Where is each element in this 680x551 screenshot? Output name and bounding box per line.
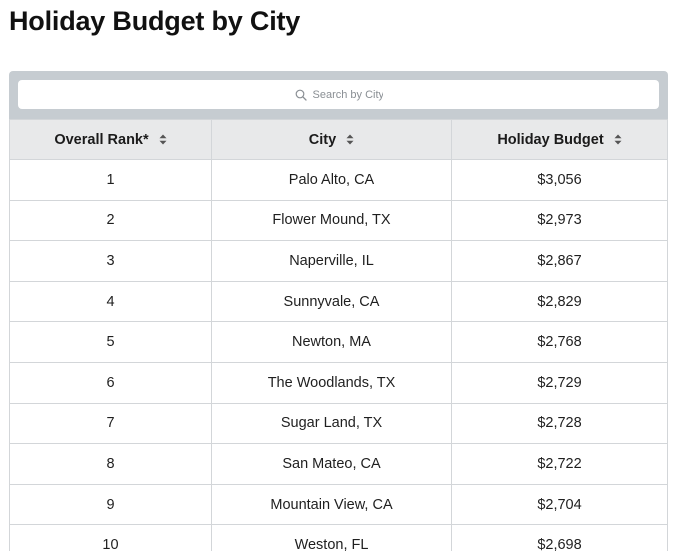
table-row: 3 Naperville, IL $2,867 <box>9 240 668 282</box>
table-row: 10 Weston, FL $2,698 <box>9 524 668 551</box>
budget-cell: $2,768 <box>451 321 668 363</box>
rank-cell: 4 <box>9 280 212 323</box>
budget-table: Overall Rank* City Holiday Budget <box>9 119 668 551</box>
city-cell: Sugar Land, TX <box>211 402 452 445</box>
search-input[interactable] <box>312 88 383 101</box>
rank-cell: 9 <box>9 483 212 526</box>
column-header-rank[interactable]: Overall Rank* <box>9 119 212 160</box>
rank-cell: 3 <box>9 240 212 282</box>
column-header-city[interactable]: City <box>211 119 452 160</box>
rank-cell: 10 <box>9 524 212 551</box>
table-row: 4 Sunnyvale, CA $2,829 <box>9 280 668 323</box>
city-cell: Naperville, IL <box>211 240 452 282</box>
rank-cell: 1 <box>9 159 212 201</box>
column-header-budget[interactable]: Holiday Budget <box>451 119 668 160</box>
table-row: 1 Palo Alto, CA $3,056 <box>9 159 668 201</box>
budget-cell: $2,698 <box>451 524 668 551</box>
rank-cell: 8 <box>9 443 212 485</box>
rank-cell: 5 <box>9 321 212 363</box>
budget-cell: $2,829 <box>451 280 668 323</box>
table-row: 7 Sugar Land, TX $2,728 <box>9 402 668 445</box>
table-row: 5 Newton, MA $2,768 <box>9 321 668 363</box>
city-cell: The Woodlands, TX <box>211 361 452 404</box>
sort-icon[interactable] <box>159 134 167 145</box>
search-icon <box>295 89 307 101</box>
city-cell: Mountain View, CA <box>211 483 452 526</box>
budget-table-container: Overall Rank* City Holiday Budget <box>9 71 668 551</box>
sort-icon[interactable] <box>346 134 354 145</box>
city-cell: Palo Alto, CA <box>211 159 452 201</box>
table-row: 2 Flower Mound, TX $2,973 <box>9 199 668 242</box>
city-cell: San Mateo, CA <box>211 443 452 485</box>
rank-cell: 6 <box>9 361 212 404</box>
budget-cell: $2,973 <box>451 199 668 242</box>
column-header-label: Overall Rank* <box>54 131 149 148</box>
column-header-label: Holiday Budget <box>497 131 604 148</box>
budget-cell: $2,867 <box>451 240 668 282</box>
page-title: Holiday Budget by City <box>9 6 301 36</box>
budget-cell: $2,722 <box>451 443 668 485</box>
budget-cell: $2,728 <box>451 402 668 445</box>
table-row: 6 The Woodlands, TX $2,729 <box>9 361 668 404</box>
city-cell: Flower Mound, TX <box>211 199 452 242</box>
budget-cell: $2,704 <box>451 483 668 526</box>
search-bar <box>9 71 668 119</box>
rank-cell: 2 <box>9 199 212 242</box>
table-row: 8 San Mateo, CA $2,722 <box>9 443 668 485</box>
city-cell: Sunnyvale, CA <box>211 280 452 323</box>
column-header-label: City <box>308 131 337 148</box>
sort-icon[interactable] <box>614 134 622 145</box>
budget-cell: $2,729 <box>451 361 668 404</box>
table-row: 9 Mountain View, CA $2,704 <box>9 483 668 526</box>
search-box[interactable] <box>18 80 659 109</box>
table-header-row: Overall Rank* City Holiday Budget <box>9 119 668 160</box>
city-cell: Weston, FL <box>211 524 452 551</box>
city-cell: Newton, MA <box>211 321 452 363</box>
budget-cell: $3,056 <box>451 159 668 201</box>
rank-cell: 7 <box>9 402 212 445</box>
